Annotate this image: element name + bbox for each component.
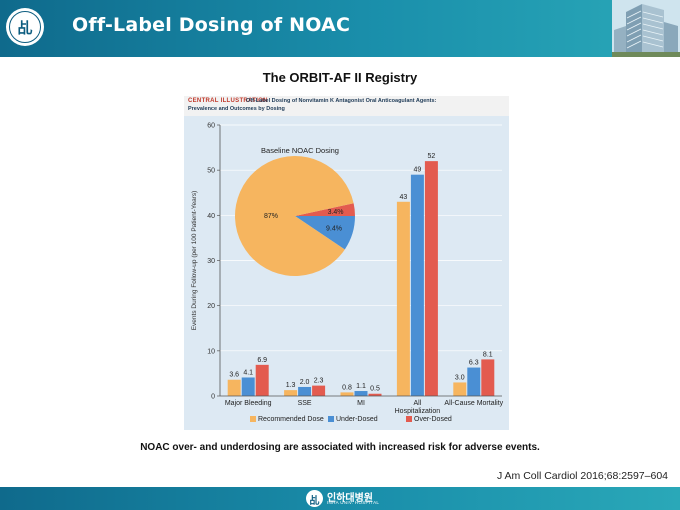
bar (424, 161, 438, 396)
pie-slice (235, 156, 354, 277)
citation: J Am Coll Cardiol 2016;68:2597–604 (496, 470, 668, 482)
legend-swatch (328, 416, 334, 422)
footer-logo: 乩 (306, 490, 323, 507)
footer-bar: 乩 인하대병원 INHA UNIV. HOSPITAL (0, 487, 680, 510)
pie-slice-label: 87% (264, 213, 278, 220)
y-tick-label: 10 (207, 348, 215, 355)
bar-value-label: 3.0 (455, 374, 465, 381)
x-tick-label: SSE (298, 400, 312, 407)
y-tick-label: 50 (207, 168, 215, 175)
bar-value-label: 3.6 (229, 372, 239, 379)
x-tick-label: All-Cause Mortality (444, 400, 503, 407)
bar-value-label: 6.3 (469, 360, 479, 367)
bar (284, 390, 298, 396)
hospital-building-image (612, 0, 680, 57)
pie-title: Baseline NOAC Dosing (261, 146, 339, 155)
bar-value-label: 43 (400, 194, 408, 201)
pie-slice-label: 9.4% (326, 225, 342, 232)
footer-hospital-name: 인하대병원 (327, 493, 373, 504)
bar-value-label: 8.1 (483, 351, 493, 358)
bar (453, 382, 467, 396)
bar-value-label: 1.1 (356, 383, 366, 390)
header-bar: 乩 Off-Label Dosing of NOAC (0, 0, 680, 57)
pie-slice (295, 203, 355, 216)
figure-caption: NOAC over- and underdosing are associate… (140, 442, 540, 453)
bar-value-label: 0.5 (370, 386, 380, 393)
bar (467, 367, 481, 396)
bar (241, 377, 255, 396)
y-tick-label: 30 (207, 258, 215, 265)
x-tick-label: Major Bleeding (225, 400, 272, 407)
banner-title-line2: Prevalence and Outcomes by Dosing (188, 106, 285, 112)
bar (368, 393, 382, 396)
banner-title-line1: Off-Label Dosing of Nonvitamin K Antagon… (246, 98, 437, 104)
bar (298, 386, 312, 396)
bar-value-label: 4.1 (243, 369, 253, 376)
footer-hospital-sub: INHA UNIV. HOSPITAL (327, 500, 380, 505)
x-tick-label: MI (357, 400, 365, 407)
figure-banner: CENTRAL ILLUSTRATION Off-Label Dosing of… (184, 96, 509, 117)
banner-label: CENTRAL ILLUSTRATION (188, 98, 268, 104)
bar (227, 379, 241, 396)
y-tick-label: 20 (207, 303, 215, 310)
page-title: Off-Label Dosing of NOAC (72, 14, 351, 36)
y-tick-label: 60 (207, 123, 215, 130)
legend-label: Under-Dosed (336, 416, 378, 423)
bar-value-label: 6.9 (257, 357, 267, 364)
bar (481, 359, 495, 396)
bar-value-label: 49 (414, 167, 422, 174)
legend-label: Over-Dosed (414, 416, 452, 423)
bar-value-label: 2.3 (314, 378, 324, 385)
bar-chart: 3.6 4.1 6.9 1.3 2.0 2.3 0.8 1.1 0.5 43 49 52 3.0 6.3 8… (184, 116, 509, 430)
bar (312, 385, 326, 396)
bar (340, 392, 354, 396)
hospital-logo: 乩 (6, 8, 44, 46)
chart-subtitle: The ORBIT-AF II Registry (262, 70, 418, 85)
y-tick-label: 0 (211, 394, 215, 401)
bar (354, 391, 368, 396)
bar (255, 364, 269, 396)
pie-slice (295, 216, 355, 250)
central-illustration: CENTRAL ILLUSTRATION Off-Label Dosing of… (184, 96, 509, 430)
bar (396, 201, 410, 396)
y-tick-label: 40 (207, 213, 215, 220)
legend-swatch (406, 416, 412, 422)
y-axis-label: Events During Follow-up (per 100 Patient… (191, 191, 198, 331)
pie-slice-label: 3.4% (328, 209, 344, 216)
bar-value-label: 1.3 (286, 382, 296, 389)
bar-value-label: 2.0 (300, 379, 310, 386)
x-tick-label: Hospitalization (395, 408, 441, 415)
bar (410, 174, 424, 396)
bar-value-label: 52 (428, 153, 436, 160)
legend-label: Recommended Dose (258, 416, 324, 423)
bar-value-label: 0.8 (342, 384, 352, 391)
x-tick-label: All (414, 400, 422, 407)
legend-swatch (250, 416, 256, 422)
